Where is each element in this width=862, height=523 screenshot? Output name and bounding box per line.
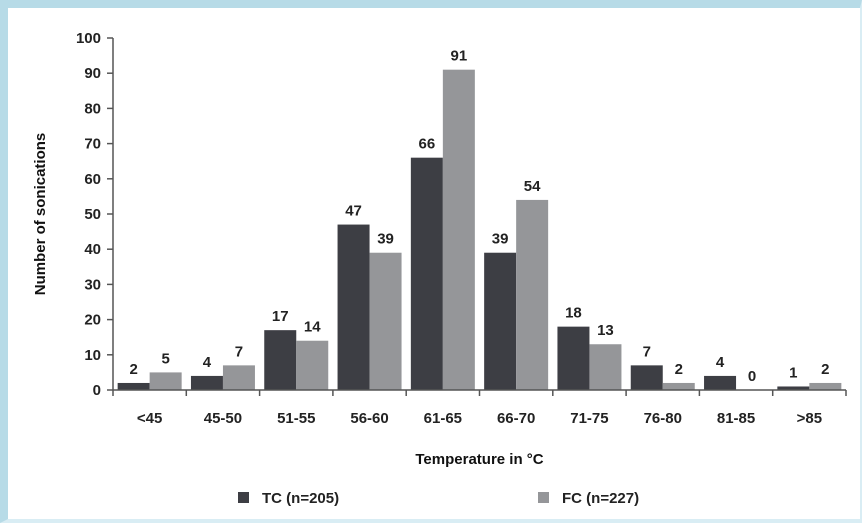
data-label: 4 <box>203 354 212 371</box>
bar-fc <box>222 365 255 390</box>
x-tick-label: 51-55 <box>277 410 315 427</box>
bar-fc <box>442 69 475 391</box>
bar-tc <box>264 330 297 390</box>
bar-tc <box>190 375 223 390</box>
legend-swatch <box>538 492 549 503</box>
data-label: 2 <box>129 361 137 378</box>
y-tick-label: 90 <box>84 65 101 82</box>
data-label: 13 <box>597 322 614 339</box>
bar-fc <box>809 382 842 390</box>
x-tick-label: 76-80 <box>644 410 682 427</box>
bar-fc <box>516 199 549 390</box>
bar-fc <box>296 340 329 390</box>
bar-fc <box>662 382 695 390</box>
x-tick-label: 81-85 <box>717 410 755 427</box>
data-label: 2 <box>675 361 683 378</box>
data-label: 4 <box>716 354 725 371</box>
data-label: 18 <box>565 305 582 322</box>
y-tick-label: 0 <box>93 382 101 399</box>
data-label: 17 <box>272 308 289 325</box>
data-label: 7 <box>643 343 651 360</box>
legend: TC (n=205) FC (n=227) <box>238 490 639 507</box>
y-tick-label: 60 <box>84 171 101 188</box>
bar-fc <box>149 372 182 390</box>
bar-tc <box>777 386 810 390</box>
y-tick-label: 100 <box>76 30 101 47</box>
bar-tc <box>630 365 663 390</box>
y-axis-title: Number of sonications <box>32 133 49 296</box>
y-tick-label: 80 <box>84 100 101 117</box>
data-label: 7 <box>235 343 243 360</box>
data-label: 5 <box>161 350 169 367</box>
bar-tc <box>410 157 443 390</box>
x-tick-label: 61-65 <box>424 410 462 427</box>
x-tick-label: 45-50 <box>204 410 242 427</box>
legend-label: TC (n=205) <box>262 490 339 507</box>
x-tick-label: <45 <box>137 410 162 427</box>
x-axis-title: Temperature in °C <box>415 451 543 468</box>
y-tick-label: 40 <box>84 241 101 258</box>
bar-tc <box>557 326 590 390</box>
x-tick-label: 71-75 <box>570 410 608 427</box>
y-tick-label: 10 <box>84 347 101 364</box>
y-tick-label: 70 <box>84 136 101 153</box>
y-tick-label: 50 <box>84 206 101 223</box>
x-tick-label: 66-70 <box>497 410 535 427</box>
bar-fc <box>589 344 622 390</box>
data-label: 66 <box>419 136 436 153</box>
data-label: 2 <box>821 361 829 378</box>
bar-tc <box>704 375 737 390</box>
data-label: 39 <box>377 231 394 248</box>
data-label: 91 <box>451 48 468 65</box>
data-label: 0 <box>748 368 756 385</box>
bar-fc <box>369 252 402 390</box>
bar-tc <box>117 382 150 390</box>
data-label: 1 <box>789 364 797 381</box>
bar-tc <box>337 224 370 390</box>
y-tick-label: 30 <box>84 276 101 293</box>
x-tick-label: >85 <box>797 410 822 427</box>
data-label: 39 <box>492 231 509 248</box>
legend-label: FC (n=227) <box>562 490 639 507</box>
bar-tc <box>484 252 517 390</box>
y-tick-label: 20 <box>84 312 101 329</box>
x-tick-label: 56-60 <box>350 410 388 427</box>
data-label: 47 <box>345 203 362 220</box>
legend-swatch <box>238 492 249 503</box>
data-label: 14 <box>304 319 321 336</box>
data-label: 54 <box>524 178 541 195</box>
